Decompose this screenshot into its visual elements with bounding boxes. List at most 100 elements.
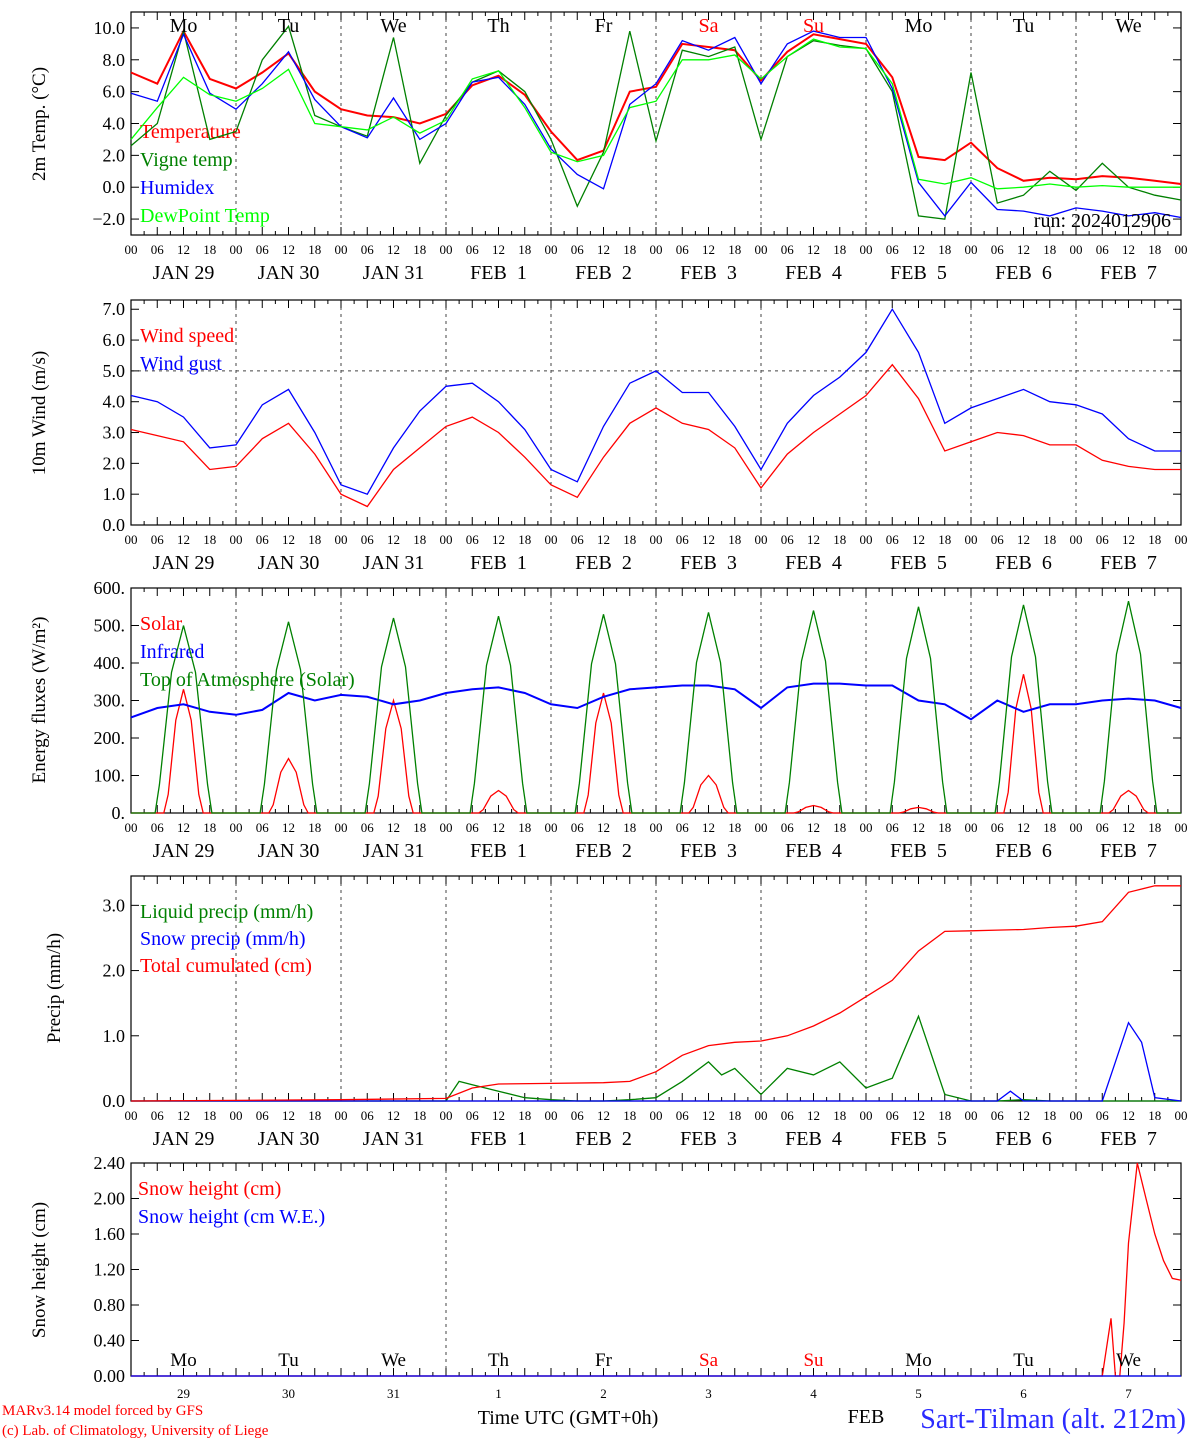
hour-tick-label: 18 [938, 820, 951, 835]
hour-tick-label: 18 [1148, 242, 1161, 257]
hour-tick-label: 06 [466, 242, 480, 257]
legend-entry: Liquid precip (mm/h) [140, 901, 313, 923]
date-label: FEB 2 [575, 262, 632, 284]
hour-tick-label: 06 [571, 1108, 585, 1123]
hour-tick-label: 12 [597, 820, 610, 835]
date-label: JAN 31 [363, 840, 425, 862]
day-name: Sa [699, 1350, 719, 1371]
station-name: Sart-Tilman (alt. 212m) [920, 1404, 1186, 1435]
day-name: Tu [1013, 15, 1035, 37]
series-line-snow-height-cm- [131, 1162, 1182, 1377]
y-tick-label: 2.40 [94, 1153, 126, 1173]
hour-tick-label: 12 [702, 1108, 715, 1123]
hour-tick-label: 00 [125, 1108, 138, 1123]
hour-tick-label: 12 [177, 532, 190, 547]
hour-tick-label: 12 [1017, 242, 1030, 257]
hour-tick-label: 18 [1043, 532, 1056, 547]
hour-tick-label: 00 [440, 242, 453, 257]
y-tick-label: 300. [94, 691, 126, 711]
date-label: FEB 3 [680, 1128, 737, 1150]
hour-tick-label: 12 [177, 820, 190, 835]
hour-tick-label: 12 [597, 532, 610, 547]
y-tick-label: 4.0 [103, 392, 126, 412]
date-label: JAN 29 [153, 552, 215, 574]
hour-tick-label: 12 [702, 820, 715, 835]
y-axis-label: Energy fluxes (W/m²) [29, 617, 50, 784]
legend-entry: Snow height (cm) [138, 1178, 281, 1200]
hour-tick-label: 12 [807, 242, 820, 257]
day-name: Su [803, 1350, 824, 1371]
hour-tick-label: 18 [938, 532, 951, 547]
hour-tick-label: 06 [151, 820, 165, 835]
date-label: FEB 1 [470, 262, 527, 284]
date-label: FEB 5 [890, 840, 947, 862]
hour-tick-label: 12 [1017, 820, 1030, 835]
date-label: FEB 4 [785, 840, 842, 862]
legend-entry: Wind speed [140, 325, 234, 347]
hour-tick-label: 18 [308, 242, 321, 257]
y-tick-label: 600. [94, 578, 126, 598]
y-tick-label: 0.0 [103, 515, 126, 535]
hour-tick-label: 18 [518, 1108, 531, 1123]
hour-tick-label: 18 [938, 242, 951, 257]
hour-tick-label: 06 [361, 532, 375, 547]
y-tick-label: 500. [94, 616, 126, 636]
hour-tick-label: 00 [230, 242, 243, 257]
hour-tick-label: 00 [1070, 820, 1083, 835]
hour-tick-label: 18 [728, 1108, 741, 1123]
hour-tick-label: 18 [413, 242, 426, 257]
legend-entry: Snow height (cm W.E.) [138, 1206, 325, 1228]
legend-entry: DewPoint Temp [140, 205, 270, 227]
panel-energy: 00 06 12 18 00 06 12 18 00 06 12 18 00 06 12 18 00 06 12 18… [29, 578, 1188, 862]
hour-tick-label: 00 [545, 242, 558, 257]
day-number: 7 [1125, 1386, 1132, 1401]
hour-tick-label: 00 [755, 820, 768, 835]
y-tick-label: 5.0 [103, 361, 126, 381]
hour-tick-label: 18 [518, 242, 531, 257]
hour-tick-label: 00 [125, 820, 138, 835]
hour-tick-label: 00 [545, 1108, 558, 1123]
day-name: Sa [699, 15, 719, 37]
hour-tick-label: 18 [203, 532, 216, 547]
legend-entry: Infrared [140, 641, 204, 663]
day-name: We [380, 15, 406, 37]
date-label: FEB 4 [785, 552, 842, 574]
hour-tick-label: 18 [203, 820, 216, 835]
hour-tick-label: 06 [466, 1108, 480, 1123]
hour-tick-label: 06 [781, 242, 795, 257]
date-label: JAN 29 [153, 262, 215, 284]
day-name: Mo [905, 1350, 931, 1371]
series-line-wind-speed [130, 363, 1181, 508]
panel-temp: 00 06 12 18 00 06 12 18 00 06 12 18 00 06 12 18 00 06 12 18… [29, 11, 1188, 284]
run-label: run: 2024012906 [1034, 210, 1171, 232]
y-tick-label: 6.0 [103, 330, 126, 350]
hour-tick-label: 12 [912, 242, 925, 257]
hour-tick-label: 00 [335, 820, 348, 835]
hour-tick-label: 06 [571, 532, 585, 547]
hour-tick-label: 00 [125, 242, 138, 257]
hour-tick-label: 12 [282, 820, 295, 835]
hour-tick-label: 06 [886, 1108, 900, 1123]
hour-tick-label: 12 [492, 532, 505, 547]
date-label: FEB 3 [680, 552, 737, 574]
y-axis-label: Snow height (cm) [29, 1202, 50, 1338]
panel-precip: 00 06 12 18 00 06 12 18 00 06 12 18 00 06 12 18 00 06 12 18… [44, 875, 1188, 1150]
hour-tick-label: 18 [1043, 242, 1056, 257]
day-name: Th [487, 15, 509, 37]
date-label: FEB 1 [470, 552, 527, 574]
hour-tick-label: 18 [308, 820, 321, 835]
hour-tick-label: 06 [781, 532, 795, 547]
day-name: We [381, 1350, 406, 1371]
hour-tick-label: 00 [1175, 820, 1188, 835]
hour-tick-label: 18 [833, 1108, 846, 1123]
date-label: FEB 2 [575, 1128, 632, 1150]
hour-tick-label: 18 [308, 1108, 321, 1123]
hour-tick-label: 18 [938, 1108, 951, 1123]
y-tick-label: 8.0 [103, 50, 126, 70]
hour-tick-label: 00 [230, 820, 243, 835]
y-tick-label: 1.0 [103, 484, 126, 504]
date-label: FEB 4 [785, 262, 842, 284]
y-tick-label: 2.0 [103, 961, 126, 981]
date-label: JAN 31 [363, 552, 425, 574]
